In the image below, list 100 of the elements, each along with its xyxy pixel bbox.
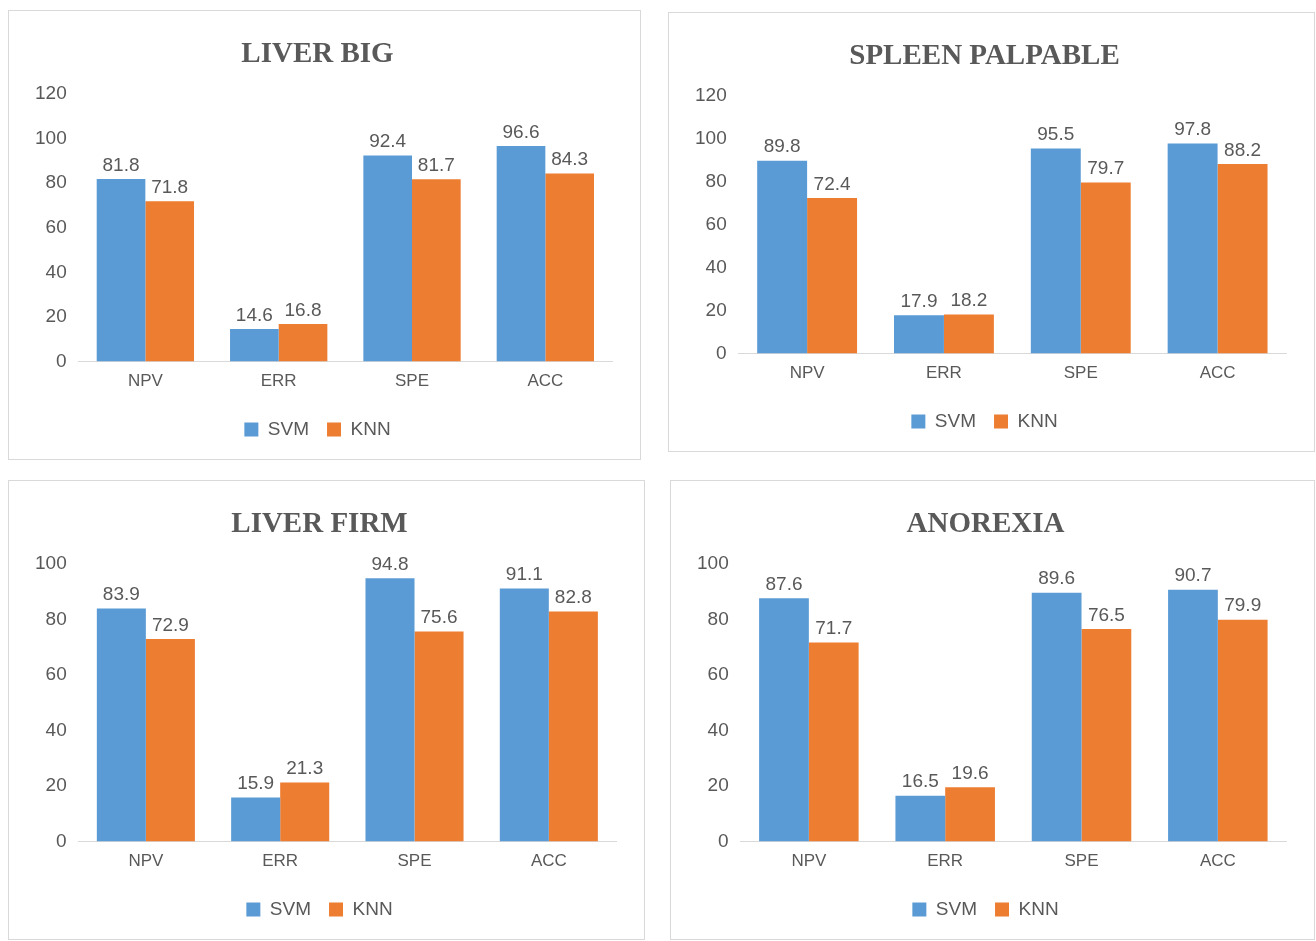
data-label: 79.7	[1087, 157, 1125, 179]
data-label: 16.8	[284, 298, 322, 320]
bar	[943, 314, 994, 354]
y-tick-label: 60	[45, 663, 67, 685]
x-tick-label: NPV	[127, 371, 164, 391]
y-tick-label: 20	[45, 305, 67, 327]
data-label: 89.8	[763, 135, 801, 157]
x-tick-label: NPV	[789, 363, 826, 383]
x-tick-label: SPE	[1064, 851, 1099, 871]
bar	[757, 160, 808, 354]
y-tick-label: 40	[705, 255, 727, 277]
data-label: 88.2	[1224, 138, 1262, 160]
y-tick-label: 20	[705, 298, 727, 320]
bar	[145, 639, 195, 842]
bar	[363, 155, 413, 362]
y-tick-label: 80	[705, 169, 727, 191]
y-tick-label: 60	[705, 212, 727, 234]
bar	[1080, 182, 1131, 354]
bar	[1031, 592, 1082, 842]
data-label: 90.7	[1174, 564, 1212, 586]
x-tick-label: ACC	[530, 851, 567, 871]
legend-label: KNN	[1018, 897, 1059, 919]
data-label: 21.3	[286, 757, 324, 779]
bar	[1030, 148, 1081, 354]
data-label: 75.6	[420, 606, 458, 628]
x-tick-label: NPV	[791, 851, 827, 871]
chart-title: ANOREXIA	[906, 505, 1065, 538]
data-label: 81.7	[417, 154, 455, 176]
y-tick-label: 20	[707, 774, 729, 796]
x-tick-label: ACC	[527, 371, 564, 391]
y-tick-label: 0	[718, 829, 729, 851]
bar	[496, 146, 546, 362]
chart-title: SPLEEN PALPABLE	[849, 37, 1120, 70]
chart-title: LIVER BIG	[241, 35, 394, 68]
data-label: 19.6	[951, 761, 989, 783]
bar	[1168, 589, 1218, 842]
y-tick-label: 40	[707, 718, 729, 740]
y-tick-label: 40	[45, 260, 67, 282]
x-tick-label: ERR	[262, 851, 299, 871]
bar	[545, 173, 594, 362]
x-tick-label: SPE	[397, 851, 432, 871]
bar	[1081, 629, 1132, 842]
bar	[96, 608, 146, 842]
data-label: 72.4	[813, 172, 851, 194]
data-label: 81.8	[102, 153, 140, 175]
data-label: 96.6	[502, 120, 540, 142]
y-tick-label: 80	[45, 171, 67, 193]
y-tick-label: 0	[716, 341, 727, 363]
y-tick-label: 80	[707, 607, 729, 629]
bar	[807, 198, 858, 354]
data-label: 95.5	[1037, 123, 1075, 145]
bar	[278, 324, 328, 362]
legend-label: KNN	[350, 417, 391, 439]
legend-label: SVM	[935, 897, 978, 919]
bar	[759, 598, 809, 842]
x-tick-label: NPV	[128, 851, 164, 871]
bar	[1167, 143, 1218, 354]
bar	[548, 611, 598, 842]
bar	[808, 642, 859, 842]
bar	[1217, 164, 1268, 354]
y-tick-label: 0	[56, 349, 67, 371]
legend-label: SVM	[269, 897, 312, 919]
bar	[499, 588, 549, 842]
y-tick-label: 80	[45, 607, 67, 629]
x-tick-label: ERR	[260, 371, 297, 391]
bar	[894, 315, 944, 354]
legend-label: KNN	[352, 897, 393, 919]
legend-label: SVM	[934, 409, 977, 431]
data-label: 83.9	[102, 583, 140, 605]
data-label: 82.8	[554, 586, 592, 608]
legend-label: SVM	[267, 417, 310, 439]
bar	[895, 795, 946, 842]
data-label: 87.6	[765, 572, 803, 594]
data-label: 97.8	[1174, 118, 1212, 140]
bar	[945, 787, 995, 842]
y-tick-label: 100	[695, 127, 727, 148]
data-label: 79.9	[1224, 594, 1262, 616]
chart-title: LIVER FIRM	[231, 505, 408, 538]
data-label: 92.4	[369, 130, 407, 152]
legend-label: KNN	[1017, 409, 1058, 431]
data-label: 71.7	[815, 617, 853, 639]
y-tick-label: 100	[697, 552, 729, 574]
x-tick-label: SPE	[395, 371, 430, 391]
bar	[365, 578, 415, 842]
x-tick-label: ACC	[1199, 363, 1236, 383]
data-label: 14.6	[235, 303, 273, 325]
bar	[280, 782, 330, 842]
data-label: 16.5	[901, 770, 939, 792]
y-tick-label: 60	[707, 663, 729, 685]
y-tick-label: 40	[45, 718, 67, 740]
data-label: 72.9	[151, 613, 189, 635]
bar	[231, 797, 281, 842]
data-label: 84.3	[551, 148, 589, 170]
data-label: 71.8	[151, 176, 189, 198]
x-tick-label: SPE	[1063, 363, 1098, 383]
data-label: 17.9	[900, 289, 938, 311]
bar	[414, 631, 464, 842]
bar	[1217, 619, 1268, 842]
bar	[412, 179, 461, 362]
y-tick-label: 0	[56, 829, 67, 851]
